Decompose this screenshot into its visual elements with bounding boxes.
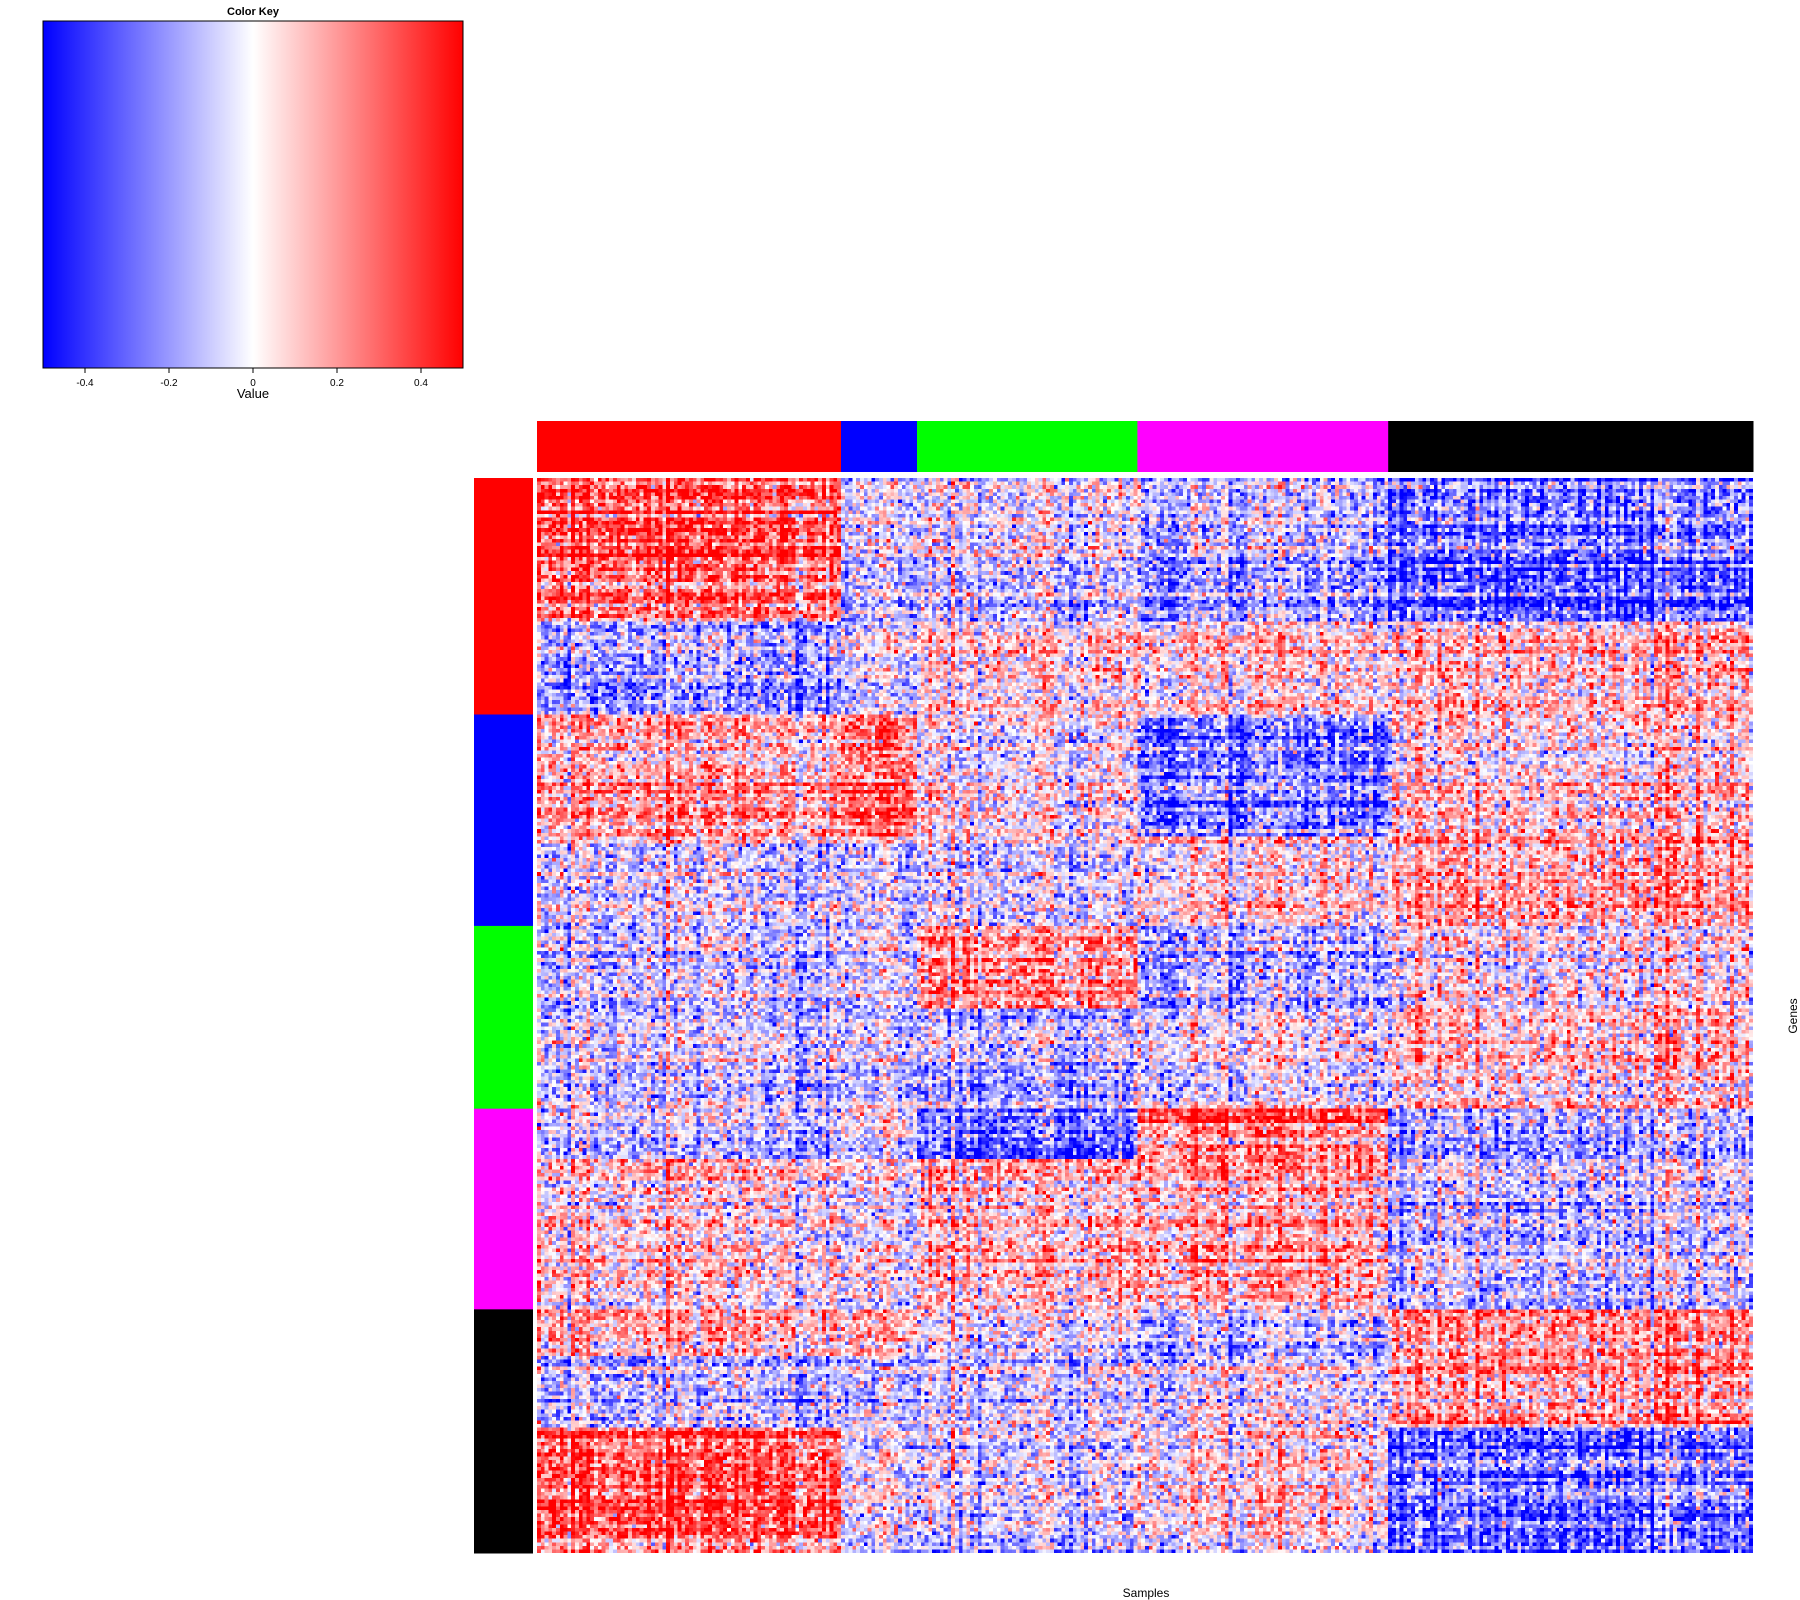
color-key: Color Key -0.4 -0.2 0 0.2 0.4 Value [42,6,464,401]
column-side-colors [537,421,1754,472]
color-key-tick-label: 0.4 [414,378,428,389]
color-key-tick-label: -0.2 [160,378,178,389]
heatmap-cells [537,478,1753,1553]
color-key-xlabel: Value [237,386,269,401]
column-group-4 [1137,421,1389,472]
column-group-3 [917,421,1138,472]
column-group-1 [537,421,842,472]
color-key-tick-label: 0.2 [330,378,344,389]
row-group-3 [474,925,533,1110]
column-group-5 [1388,421,1754,472]
color-key-tick-label: 0 [250,378,256,389]
row-group-2 [474,714,533,927]
column-group-2 [841,421,918,472]
x-axis-label: Samples [1123,1586,1170,1600]
color-key-gradient [42,20,464,369]
row-group-4 [474,1108,533,1310]
row-side-colors [474,478,533,1554]
color-key-tick-label: -0.4 [76,378,94,389]
color-key-ticks: -0.4 -0.2 0 0.2 0.4 [76,368,428,389]
heatmap-body [537,478,1753,1553]
color-key-title: Color Key [227,6,280,18]
row-group-5 [474,1309,533,1554]
row-group-1 [474,478,533,715]
y-axis-label: Genes [1786,998,1800,1033]
